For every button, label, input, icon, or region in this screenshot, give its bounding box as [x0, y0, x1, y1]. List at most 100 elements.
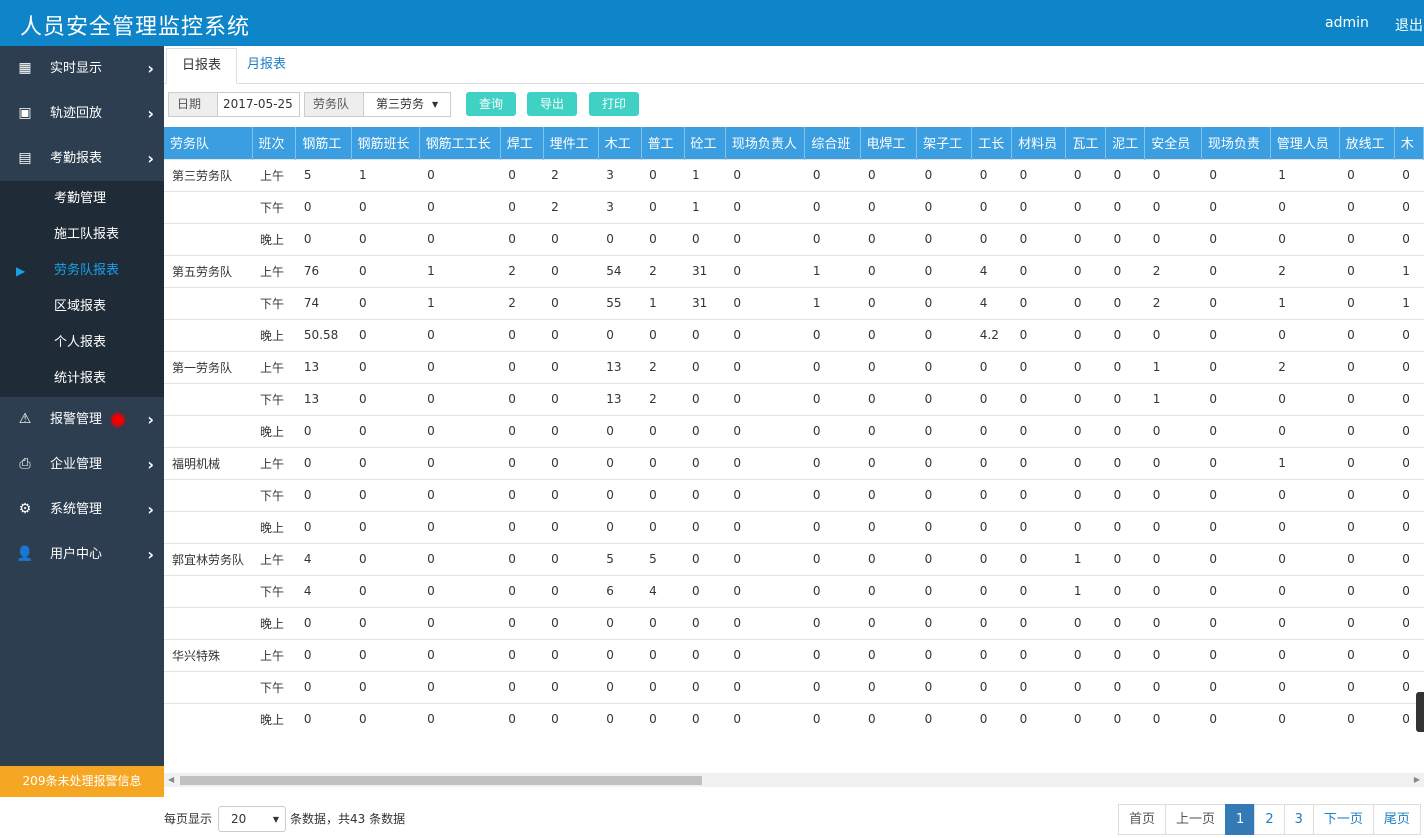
table-row: 福明机械 上午 0 0 0 0 0 0 0 0 0 0 0 0 0 0 0 0 0 0 1 0 0	[164, 446, 1424, 479]
team-select[interactable]: 第三劳务 ▼	[363, 92, 451, 117]
count-cell: 0	[1144, 190, 1202, 223]
current-user[interactable]: admin	[1325, 15, 1369, 31]
date-input[interactable]: 2017-05-25	[217, 92, 300, 117]
team-name-cell: 福明机械	[164, 446, 253, 479]
pager-page-3[interactable]: 3	[1283, 804, 1314, 835]
logout-link[interactable]: 退出	[1395, 18, 1423, 34]
count-cell: 0	[971, 574, 1012, 607]
vertical-scrollbar-thumb[interactable]	[1416, 692, 1424, 732]
count-cell: 0	[1201, 318, 1271, 351]
report-table-container[interactable]: 劳务队 班次 钢筋工 钢筋班长 钢筋工工长 焊工 埋件工 木工 普工 砼工 现场负责人 综合班 电焊工架…	[164, 127, 1424, 773]
count-cell: 0	[1105, 446, 1145, 479]
count-cell: 0	[351, 670, 420, 703]
sidebar-item-system-management[interactable]: ⚙ 系统管理 ›	[0, 487, 164, 532]
scroll-right-icon[interactable]: ▶	[1413, 775, 1420, 784]
count-cell: 0	[1394, 446, 1424, 479]
query-button[interactable]: 查询	[466, 92, 516, 116]
count-cell: 0	[860, 318, 917, 351]
count-cell: 0	[1201, 606, 1271, 639]
count-cell: 0	[500, 446, 544, 479]
table-row: 晚上 50.58 0 0 0 0 0 0 0 0 0 0 0 4.2 0 0 0 0 0 0 0 0	[164, 318, 1424, 351]
book-icon: ▤	[18, 150, 32, 166]
count-cell: 0	[971, 542, 1012, 575]
sidebar-item-user-center[interactable]: 👤 用户中心 ›	[0, 532, 164, 577]
pager-next[interactable]: 下一页	[1312, 804, 1374, 835]
count-cell: 0	[543, 254, 599, 287]
pager-page-2[interactable]: 2	[1254, 804, 1285, 835]
date-label: 日期	[168, 92, 218, 117]
column-header: 劳务队	[164, 127, 253, 159]
count-cell: 4	[295, 542, 352, 575]
count-cell: 6	[598, 574, 642, 607]
pager-first[interactable]: 首页	[1118, 804, 1167, 835]
count-cell: 0	[1270, 478, 1340, 511]
sidebar-subitem-personal-report[interactable]: 个人报表	[54, 335, 107, 350]
sidebar-subitem-labor-team-report[interactable]: ▶ 劳务队报表	[0, 253, 164, 289]
count-cell: 0	[1011, 158, 1066, 191]
export-button[interactable]: 导出	[527, 92, 577, 116]
count-cell: 0	[419, 638, 501, 671]
count-cell: 0	[1201, 190, 1271, 223]
count-cell: 0	[916, 446, 972, 479]
sidebar-subitem-construction-team-report[interactable]: 施工队报表	[54, 227, 120, 242]
count-cell: 0	[1339, 542, 1395, 575]
horizontal-scrollbar[interactable]: ◀ ▶	[164, 773, 1424, 787]
count-cell: 5	[295, 158, 352, 191]
per-page-select[interactable]: 20 ▼	[218, 806, 286, 832]
count-cell: 1	[684, 158, 726, 191]
scroll-left-icon[interactable]: ◀	[168, 775, 175, 784]
count-cell: 0	[351, 574, 420, 607]
count-cell: 0	[1394, 638, 1424, 671]
count-cell: 0	[543, 446, 599, 479]
count-cell: 0	[543, 478, 599, 511]
count-cell: 0	[1394, 350, 1424, 383]
sidebar-item-attendance-report[interactable]: ▤ 考勤报表 ›	[0, 136, 164, 181]
scrollbar-thumb[interactable]	[180, 776, 702, 785]
tab-daily-report[interactable]: 日报表	[166, 48, 238, 84]
count-cell: 0	[295, 510, 352, 543]
count-cell: 1	[351, 158, 420, 191]
chevron-down-icon: ▼	[272, 815, 279, 824]
team-select-value: 第三劳务	[376, 97, 425, 111]
count-cell: 0	[1065, 382, 1106, 415]
count-cell: 0	[295, 638, 352, 671]
column-header: 综合班	[804, 127, 861, 159]
count-cell: 0	[1201, 414, 1271, 447]
table-row: 晚上 0 0 0 0 0 0 0 0 0 0 0 0 0 0 0 0 0 0 0 0 0	[164, 702, 1424, 735]
count-cell: 1	[1394, 286, 1424, 319]
sidebar-item-label: 系统管理	[50, 502, 103, 517]
unhandled-alarm-banner[interactable]: 209条未处理报警信息	[0, 766, 164, 797]
column-header: 材料员	[1011, 127, 1067, 159]
count-cell: 0	[419, 158, 501, 191]
count-cell: 74	[295, 286, 352, 319]
active-indicator-icon: ▶	[16, 264, 26, 278]
sidebar-item-enterprise-management[interactable]: ⎙ 企业管理 ›	[0, 442, 164, 487]
count-cell: 0	[641, 446, 685, 479]
count-cell: 0	[916, 638, 972, 671]
sidebar-item-alarm-management[interactable]: ⚠ 报警管理 ›	[0, 397, 164, 442]
count-cell: 0	[1011, 510, 1066, 543]
sidebar-subitem-statistics-report[interactable]: 统计报表	[54, 371, 107, 386]
count-cell: 0	[1339, 414, 1395, 447]
count-cell: 1	[1270, 286, 1340, 319]
print-button[interactable]: 打印	[589, 92, 639, 116]
count-cell: 0	[971, 510, 1012, 543]
count-cell: 0	[1339, 382, 1395, 415]
sidebar-item-track-playback[interactable]: ▣ 轨迹回放 ›	[0, 91, 164, 136]
pager-last[interactable]: 尾页	[1372, 804, 1421, 835]
shift-cell: 晚上	[252, 414, 296, 447]
count-cell: 0	[1105, 254, 1145, 287]
table-row: 华兴特殊 上午 0 0 0 0 0 0 0 0 0 0 0 0 0 0 0 0 0 0 0 0 0	[164, 638, 1424, 671]
pager-prev[interactable]: 上一页	[1165, 804, 1227, 835]
count-cell: 2	[641, 254, 685, 287]
sidebar-item-realtime[interactable]: ▦ 实时显示 ›	[0, 46, 164, 91]
sidebar-subitem-attendance-management[interactable]: 考勤管理	[54, 191, 107, 206]
count-cell: 2	[1144, 286, 1202, 319]
shift-cell: 上午	[252, 158, 296, 191]
count-cell: 0	[684, 350, 726, 383]
count-cell: 0	[1105, 382, 1145, 415]
column-header: 木	[1394, 127, 1424, 159]
tab-monthly-report[interactable]: 月报表	[247, 57, 287, 72]
sidebar-subitem-area-report[interactable]: 区域报表	[54, 299, 107, 314]
pager-page-1[interactable]: 1	[1225, 804, 1256, 835]
